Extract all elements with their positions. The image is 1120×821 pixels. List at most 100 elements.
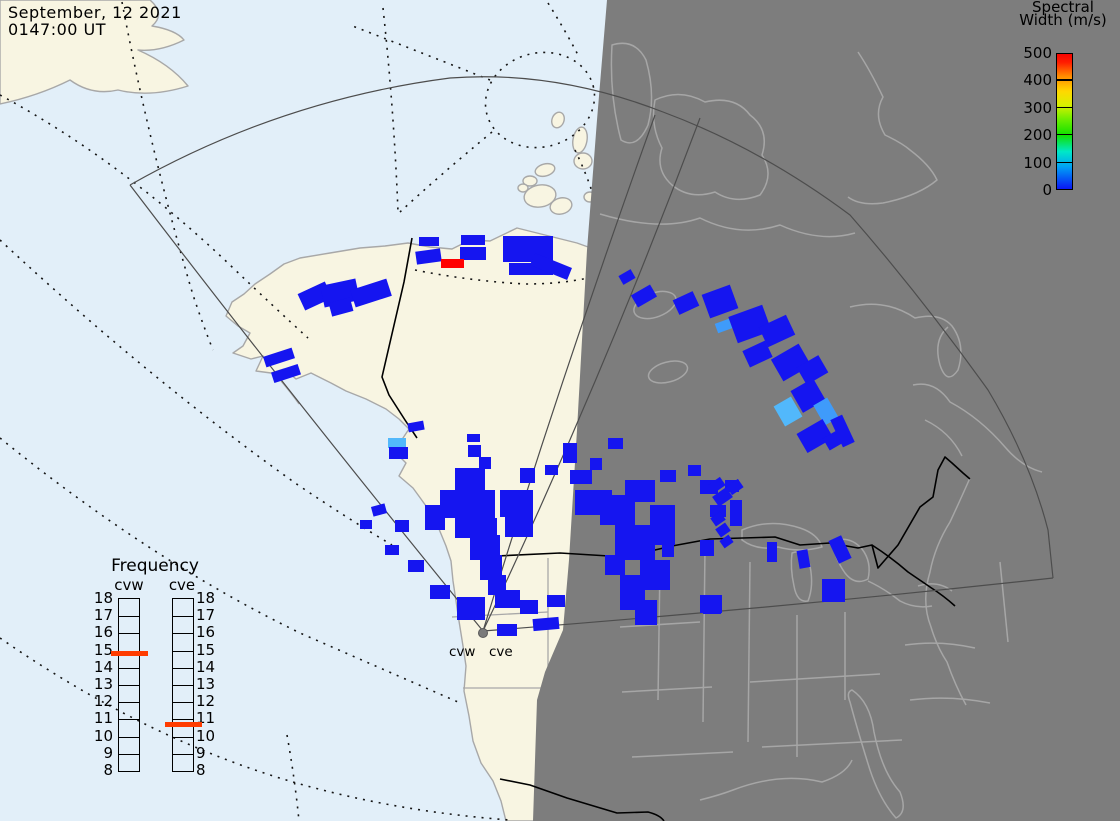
radar-echo-cell: [460, 247, 486, 260]
radar-echo-cell: [688, 465, 701, 476]
frequency-panel-title: Frequency: [111, 556, 199, 576]
radar-echo-cell: [467, 434, 480, 442]
radar-echo-cell: [505, 515, 533, 537]
ladder-gridline: [119, 702, 139, 704]
radar-echo-cell: [419, 237, 439, 246]
radar-echo-cell: [701, 284, 739, 319]
colorbar-tick-labels: 500 400 300 200 100 0: [1008, 0, 1052, 200]
radar-echo-cell: [328, 297, 354, 317]
frequency-tick-label: 18: [93, 589, 113, 607]
radar-echo-cell: [615, 525, 655, 560]
frequency-column-cvw-label: cvw: [114, 576, 144, 594]
frequency-tick-label: 13: [196, 675, 216, 693]
radar-echo-cell: [530, 252, 572, 281]
radar-echo-cell: [710, 511, 726, 527]
radar-echo-cell: [703, 600, 721, 614]
colorbar-tick-label: 100: [1023, 153, 1052, 172]
radar-echo-cell: [532, 616, 560, 632]
ladder-gridline: [173, 685, 193, 686]
radar-echo-cell: [618, 269, 636, 285]
radar-echo-cell: [758, 314, 796, 348]
radar-echo-cell: [608, 438, 623, 449]
radar-echo-cell: [726, 478, 744, 496]
ladder-gridline: [173, 667, 193, 669]
day-land-layer: [0, 0, 616, 821]
frequency-tick-label: 12: [93, 692, 113, 711]
timestamp: September, 12 2021 0147:00 UT: [8, 4, 182, 38]
radar-echo-cell: [822, 579, 845, 602]
radar-echo-cell: [715, 522, 731, 538]
radar-echo-cell: [457, 597, 485, 620]
ladder-gridline: [173, 753, 193, 755]
radar-echo-cell: [461, 235, 485, 245]
radar-echo-cell: [389, 447, 408, 459]
frequency-tick-label: 15: [196, 640, 216, 659]
radar-echo-cell: [719, 534, 734, 549]
frequency-tick-label: 17: [93, 606, 113, 625]
radar-echo-cell: [415, 248, 442, 265]
ladder-gridline: [173, 650, 193, 652]
legend-title: Spectral Width (m/s): [1019, 0, 1107, 29]
ladder-gridline: [119, 753, 139, 755]
radar-echo-cell: [563, 443, 577, 463]
ladder-gridline: [119, 616, 139, 618]
radar-echo-cell: [270, 363, 302, 384]
ladder-gridline: [119, 719, 139, 721]
colorbar-cell-border: [1056, 79, 1073, 108]
radar-echo-cell: [455, 468, 485, 493]
ladder-gridline: [173, 736, 193, 738]
radar-echo-cell: [360, 520, 372, 529]
night-map-lines: [599, 42, 1043, 819]
radar-echo-cell: [497, 624, 517, 636]
frequency-column-cve-label: cve: [168, 576, 196, 594]
radar-echo-cell: [630, 284, 658, 308]
frequency-ladder-cve: [172, 598, 194, 772]
frequency-tick-label: 16: [93, 623, 113, 642]
radar-echo-cell: [430, 585, 450, 599]
radar-echo-cell: [796, 418, 834, 454]
radar-echo-cell: [635, 600, 657, 625]
radar-echo-cell: [796, 549, 811, 569]
radar-echo-cell: [773, 396, 803, 427]
frequency-tick-label: 9: [196, 743, 206, 762]
colorbar-tick-label: 300: [1023, 98, 1052, 117]
radar-echo-cell: [742, 340, 773, 368]
colorbar-tick-label: 400: [1023, 71, 1052, 90]
radar-echo-cell: [520, 600, 538, 614]
radar-echo-cell: [263, 347, 295, 368]
radar-echo-cell: [545, 465, 558, 475]
frequency-ladder-cvw: [118, 598, 140, 772]
radar-echo-cell: [407, 420, 425, 433]
radar-echo-cell: [468, 445, 481, 457]
radar-echo-cell: [796, 355, 829, 385]
ladder-gridline: [119, 633, 139, 635]
radar-echo-cell: [385, 545, 399, 555]
colorbar-tick-label: 500: [1023, 44, 1052, 62]
radar-echo-cell: [495, 590, 520, 608]
radar-echo-cell: [425, 505, 445, 530]
radar-echo-cell: [710, 505, 726, 517]
frequency-tick-label: 17: [196, 606, 216, 625]
magnetic-graticule: [0, 1, 601, 821]
land-chukotka: [0, 0, 189, 105]
radar-fov-outline: [129, 76, 1054, 632]
radar-echo-cell: [660, 470, 676, 482]
colorbar-cell-border: [1056, 134, 1073, 163]
radar-echo-cell: [830, 414, 855, 448]
radar-echo-layer: [263, 235, 855, 636]
frequency-tick-label: 8: [196, 761, 206, 779]
radar-echo-cell: [350, 278, 392, 308]
frequency-marker-cve: [165, 721, 202, 727]
ladder-gridline: [173, 616, 193, 618]
colorbar-cell-border: [1056, 161, 1073, 190]
frequency-tick-label: 14: [93, 657, 113, 676]
radar-site-label-cvw: cvw: [449, 644, 476, 660]
frequency-marker-cvw: [111, 650, 148, 656]
radar-echo-cell: [479, 457, 491, 469]
frequency-tick-label: 18: [196, 589, 216, 607]
radar-echo-cell: [708, 476, 726, 494]
timestamp-date: September, 12 2021: [8, 3, 182, 22]
spectral-width-colorbar: [1056, 53, 1073, 190]
land-north-america: [225, 227, 616, 821]
